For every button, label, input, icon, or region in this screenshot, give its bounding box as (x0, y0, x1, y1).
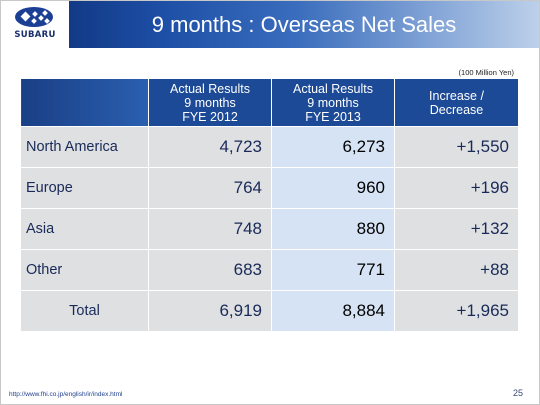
cell-fye2013: 8,884 (271, 290, 395, 332)
col-header-fye2012: Actual Results 9 months FYE 2012 (148, 78, 272, 127)
cell-fye2012: 764 (148, 167, 272, 209)
sales-table: Actual Results 9 months FYE 2012 Actual … (20, 78, 519, 332)
pleiades-stars-icon (15, 7, 53, 27)
page-number: 25 (512, 388, 523, 398)
table-row-other: Other 683 771 +88 (20, 249, 519, 291)
subaru-logo: SUBARU (1, 1, 69, 48)
cell-fye2013: 880 (271, 208, 395, 250)
table-row-total: Total 6,919 8,884 +1,965 (20, 290, 519, 332)
col-header-change: Increase / Decrease (394, 78, 519, 127)
cell-change: +88 (394, 249, 519, 291)
row-label: Total (20, 290, 149, 332)
footer-url-link[interactable]: http://www.fhi.co.jp/english/ir/index.ht… (9, 391, 123, 398)
cell-fye2012: 683 (148, 249, 272, 291)
table-row-north-america: North America 4,723 6,273 +1,550 (20, 126, 519, 168)
row-label: Asia (20, 208, 149, 250)
col-header-line: FYE 2013 (305, 109, 361, 124)
cell-change: +1,965 (394, 290, 519, 332)
col-header-line: FYE 2012 (182, 109, 238, 124)
table-row-europe: Europe 764 960 +196 (20, 167, 519, 209)
col-header-fye2013: Actual Results 9 months FYE 2013 (271, 78, 395, 127)
row-label: Other (20, 249, 149, 291)
col-header-line: Actual Results (170, 81, 250, 96)
cell-change: +1,550 (394, 126, 519, 168)
col-header-line: Decrease (429, 102, 484, 117)
logo-text: SUBARU (14, 30, 56, 40)
cell-fye2013: 960 (271, 167, 395, 209)
header-bar: SUBARU 9 months : Overseas Net Sales (1, 1, 539, 48)
cell-fye2013: 771 (271, 249, 395, 291)
row-label: Europe (20, 167, 149, 209)
col-header-line: Increase / (429, 88, 484, 103)
col-header-line: 9 months (307, 95, 359, 110)
table-corner-cell (20, 78, 149, 127)
col-header-line: 9 months (184, 95, 236, 110)
slide-title: 9 months : Overseas Net Sales (151, 12, 457, 37)
row-label: North America (20, 126, 149, 168)
cell-fye2012: 4,723 (148, 126, 272, 168)
cell-fye2012: 748 (148, 208, 272, 250)
cell-change: +196 (394, 167, 519, 209)
unit-label: (100 Million Yen) (458, 68, 514, 77)
cell-change: +132 (394, 208, 519, 250)
table-row-asia: Asia 748 880 +132 (20, 208, 519, 250)
table-header-row: Actual Results 9 months FYE 2012 Actual … (20, 78, 519, 127)
col-header-line: Actual Results (293, 81, 373, 96)
cell-fye2013: 6,273 (271, 126, 395, 168)
cell-fye2012: 6,919 (148, 290, 272, 332)
